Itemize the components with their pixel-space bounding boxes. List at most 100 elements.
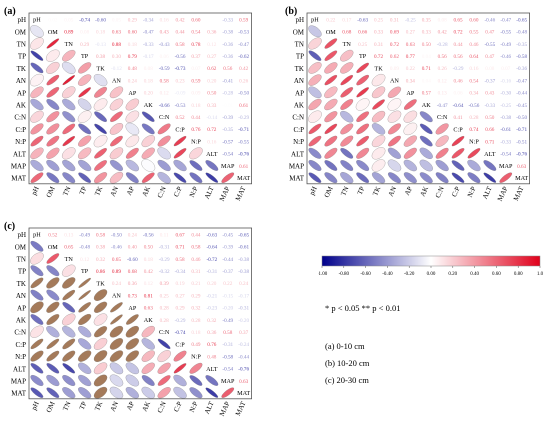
corr-value: -0.36 xyxy=(222,54,233,60)
diagonal-label: TK xyxy=(374,65,383,72)
corr-ellipse xyxy=(94,111,107,122)
corr-ellipse xyxy=(308,25,322,38)
corr-ellipse xyxy=(46,172,60,184)
row-label: C:N xyxy=(14,329,26,337)
row-label: C:N xyxy=(14,114,26,122)
corrplot-c: pH pH pH 0.52 0.13 -0.49 0.58 -0.50 0.24 -0.56 0.1… xyxy=(11,227,253,417)
diagonal-label: TN xyxy=(65,256,74,263)
corr-ellipse xyxy=(62,172,76,184)
diagonal-label: pH xyxy=(33,232,41,239)
corr-value: -0.55 xyxy=(238,139,249,145)
diagonal-label: TP xyxy=(359,53,367,60)
corr-value: 0.25 xyxy=(160,293,169,299)
corr-value: -0.55 xyxy=(500,30,511,36)
col-label: N:P xyxy=(188,400,200,413)
corr-value: -0.53 xyxy=(238,30,249,36)
corr-value: -0.09 xyxy=(175,91,186,97)
colorbar-tick-label: -0.80 xyxy=(339,272,350,277)
corr-value: 0.63 xyxy=(239,379,248,385)
corr-ellipse xyxy=(419,135,433,147)
row-label: MAT xyxy=(289,175,305,183)
col-label: C:P xyxy=(450,185,462,198)
corr-value: 0.38 xyxy=(96,54,105,60)
corr-ellipse xyxy=(78,326,92,338)
row-label: C:P xyxy=(15,341,26,349)
corr-value: 0.18 xyxy=(128,42,137,48)
corr-value: -0.38 xyxy=(238,269,249,275)
corr-ellipse xyxy=(387,123,401,135)
corr-value: 0.63 xyxy=(144,306,153,312)
col-label: TP xyxy=(356,185,367,196)
corr-ellipse xyxy=(308,98,322,111)
corr-value: 0.59 xyxy=(191,78,200,84)
corr-value: 0.60 xyxy=(128,30,137,36)
corr-ellipse xyxy=(78,159,92,172)
corr-ellipse xyxy=(46,135,60,147)
corr-ellipse xyxy=(141,111,155,122)
corr-value: 0.61 xyxy=(239,103,248,109)
corr-ellipse xyxy=(173,148,187,159)
corr-ellipse xyxy=(62,375,76,386)
corr-ellipse xyxy=(324,147,338,159)
corr-ellipse xyxy=(78,87,91,98)
diagonal-label: AN xyxy=(390,78,399,85)
corr-value: -0.56 xyxy=(469,103,480,109)
corr-ellipse xyxy=(62,325,76,338)
corr-ellipse xyxy=(173,374,187,387)
corr-ellipse xyxy=(30,314,44,325)
corr-ellipse xyxy=(419,147,433,159)
row-label: TN xyxy=(17,41,26,49)
corr-value: 0.18 xyxy=(191,103,200,109)
corr-value: 0.18 xyxy=(96,30,105,36)
corr-ellipse xyxy=(78,302,91,313)
row-label: MAP xyxy=(289,163,304,171)
corr-value: -0.47 xyxy=(516,78,527,84)
corr-value: -0.56 xyxy=(175,54,186,60)
corr-value: 0.12 xyxy=(438,78,447,84)
corr-ellipse xyxy=(308,37,322,50)
row-label: C:P xyxy=(293,126,304,134)
corr-ellipse xyxy=(157,375,171,386)
diagonal-label: C:N xyxy=(159,329,170,336)
diagonal-label: AP xyxy=(406,90,414,97)
corr-value: 0.07 xyxy=(191,66,200,72)
corr-value: 0.32 xyxy=(207,318,216,324)
corr-value: -0.46 xyxy=(484,17,495,23)
corr-ellipse xyxy=(371,159,386,172)
corr-ellipse xyxy=(308,135,322,147)
col-label: MAT xyxy=(512,185,526,202)
corr-value: -0.50 xyxy=(516,115,527,121)
corr-value: -0.47 xyxy=(500,17,511,23)
corr-value: -0.37 xyxy=(222,269,233,275)
corr-ellipse xyxy=(30,25,44,38)
col-label: AN xyxy=(387,185,399,198)
corr-ellipse xyxy=(340,123,354,135)
colorbar-tick-label: -0.20 xyxy=(404,272,415,277)
col-label: MAP xyxy=(218,400,232,417)
corr-ellipse xyxy=(435,135,449,147)
col-label: N:P xyxy=(466,185,478,198)
col-label: AN xyxy=(109,185,121,198)
corr-ellipse xyxy=(109,98,124,111)
corr-value: 0.29 xyxy=(80,42,89,48)
col-label: TN xyxy=(339,185,350,197)
corr-ellipse xyxy=(125,147,139,159)
corr-ellipse xyxy=(30,110,44,123)
corr-ellipse xyxy=(324,123,338,135)
corr-ellipse xyxy=(78,277,91,288)
corr-ellipse xyxy=(30,73,44,87)
corr-value: 0.76 xyxy=(191,127,200,133)
corr-value: -0.32 xyxy=(159,269,170,275)
corr-ellipse xyxy=(388,135,401,147)
corr-ellipse xyxy=(125,110,140,123)
row-label: pH xyxy=(17,16,26,24)
corr-value: 0.46 xyxy=(454,78,463,84)
corr-ellipse xyxy=(61,147,76,160)
diagonal-label: MAT xyxy=(237,175,250,182)
corr-ellipse xyxy=(205,160,219,171)
row-label: ALT xyxy=(291,150,305,158)
corr-ellipse xyxy=(46,325,60,338)
corr-ellipse xyxy=(78,387,92,399)
corr-ellipse xyxy=(30,252,44,265)
corr-value: -0.73 xyxy=(175,66,186,72)
